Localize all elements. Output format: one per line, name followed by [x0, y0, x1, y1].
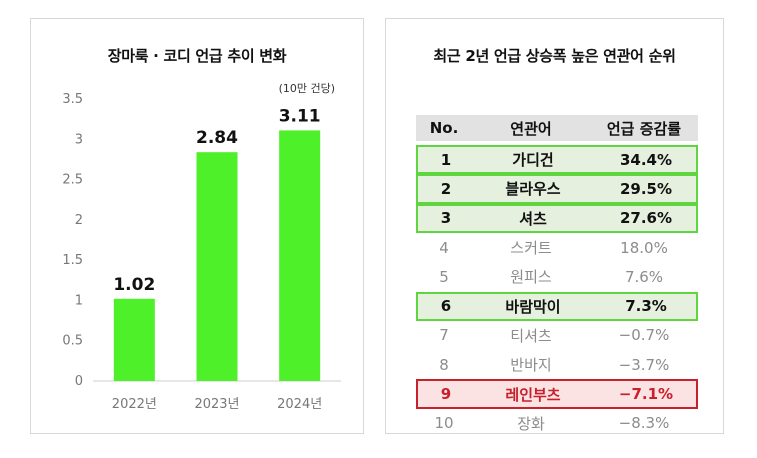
- ranking-row: 8 반바지 −3.7%: [416, 350, 698, 379]
- unit-note: (10만 건당): [279, 82, 335, 95]
- x-tick-label: 2024년: [277, 397, 322, 412]
- related-word: 원피스: [510, 268, 552, 287]
- related-word: 스커트: [510, 239, 552, 258]
- bar-value-label: 1.02: [113, 275, 155, 295]
- rank-number: 5: [439, 267, 449, 286]
- y-tick-label: 2: [75, 213, 83, 228]
- ranking-title: 최근 2년 언급 상승폭 높은 연관어 순위: [433, 47, 676, 65]
- header-word: 연관어: [510, 119, 552, 138]
- related-word: 셔츠: [519, 209, 547, 228]
- change-rate: 27.6%: [619, 209, 673, 228]
- header-no: No.: [429, 119, 459, 137]
- ranking-row: 9 레인부츠 −7.1%: [416, 379, 698, 409]
- rank-number: 2: [440, 179, 452, 198]
- bar-value-label: 2.84: [196, 128, 238, 148]
- ranking-row: 5 원피스 7.6%: [416, 262, 698, 291]
- ranking-row: 10 장화 −8.3%: [416, 409, 698, 438]
- ranking-row: 1 가디건 34.4%: [416, 145, 698, 175]
- change-rate: −3.7%: [618, 355, 670, 374]
- change-rate: −8.3%: [618, 414, 670, 433]
- trend-chart-panel: 장마룩 · 코디 언급 추이 변화 (10만 건당) 0 0.5 1 1.5 2 2.5 3 3…: [30, 18, 364, 434]
- ranking-panel: 최근 2년 언급 상승폭 높은 연관어 순위 No. 연관어 언급 증감률 1 가…: [385, 18, 724, 434]
- bar: [279, 130, 321, 381]
- related-word: 블라우스: [505, 180, 561, 199]
- rank-number: 1: [440, 150, 452, 169]
- y-tick-label: 1: [75, 293, 83, 308]
- y-tick-label: 0: [75, 374, 83, 389]
- change-rate: −0.7%: [618, 326, 670, 345]
- ranking-row: 3 셔츠 27.6%: [416, 203, 698, 233]
- bar: [113, 298, 155, 381]
- rank-number: 6: [440, 297, 452, 316]
- related-word: 가디건: [512, 151, 554, 170]
- bar-chart: (10만 건당) 0 0.5 1 1.5 2 2.5 3 3.5 1.02 2022년 2.84 202…: [62, 82, 341, 412]
- y-tick-label: 3: [75, 132, 83, 147]
- ranking-row: 4 스커트 18.0%: [416, 233, 698, 262]
- header-rate: 언급 증감률: [606, 119, 682, 138]
- change-rate: 18.0%: [620, 238, 668, 257]
- x-tick-label: 2022년: [112, 397, 157, 412]
- related-word: 바람막이: [505, 297, 561, 316]
- ranking-row: 6 바람막이 7.3%: [416, 291, 698, 321]
- bar-value-label: 3.11: [279, 106, 321, 126]
- related-word: 반바지: [510, 356, 552, 375]
- related-word: 티셔츠: [510, 326, 552, 345]
- y-tick-label: 1.5: [62, 253, 83, 268]
- rank-number: 4: [439, 238, 449, 257]
- rank-number: 7: [439, 326, 449, 345]
- related-word: 레인부츠: [505, 385, 561, 404]
- rank-number: 8: [439, 355, 449, 374]
- change-rate: −7.1%: [618, 385, 674, 404]
- change-rate: 34.4%: [619, 150, 673, 169]
- related-word: 장화: [517, 414, 545, 433]
- ranking-row: 7 티셔츠 −0.7%: [416, 321, 698, 350]
- y-tick-label: 0.5: [62, 334, 83, 349]
- ranking-header-row: No. 연관어 언급 증감률: [416, 115, 698, 141]
- rank-number: 10: [434, 414, 454, 433]
- x-tick-label: 2023년: [194, 397, 239, 412]
- y-tick-label: 3.5: [62, 92, 83, 107]
- bar: [196, 152, 238, 381]
- y-tick-label: 2.5: [62, 173, 83, 188]
- rank-number: 9: [440, 385, 452, 404]
- rank-number: 3: [440, 209, 452, 228]
- change-rate: 7.3%: [625, 297, 667, 316]
- change-rate: 29.5%: [619, 179, 673, 198]
- chart-title: 장마룩 · 코디 언급 추이 변화: [107, 47, 287, 65]
- change-rate: 7.6%: [624, 267, 664, 286]
- ranking-row: 2 블라우스 29.5%: [416, 174, 698, 204]
